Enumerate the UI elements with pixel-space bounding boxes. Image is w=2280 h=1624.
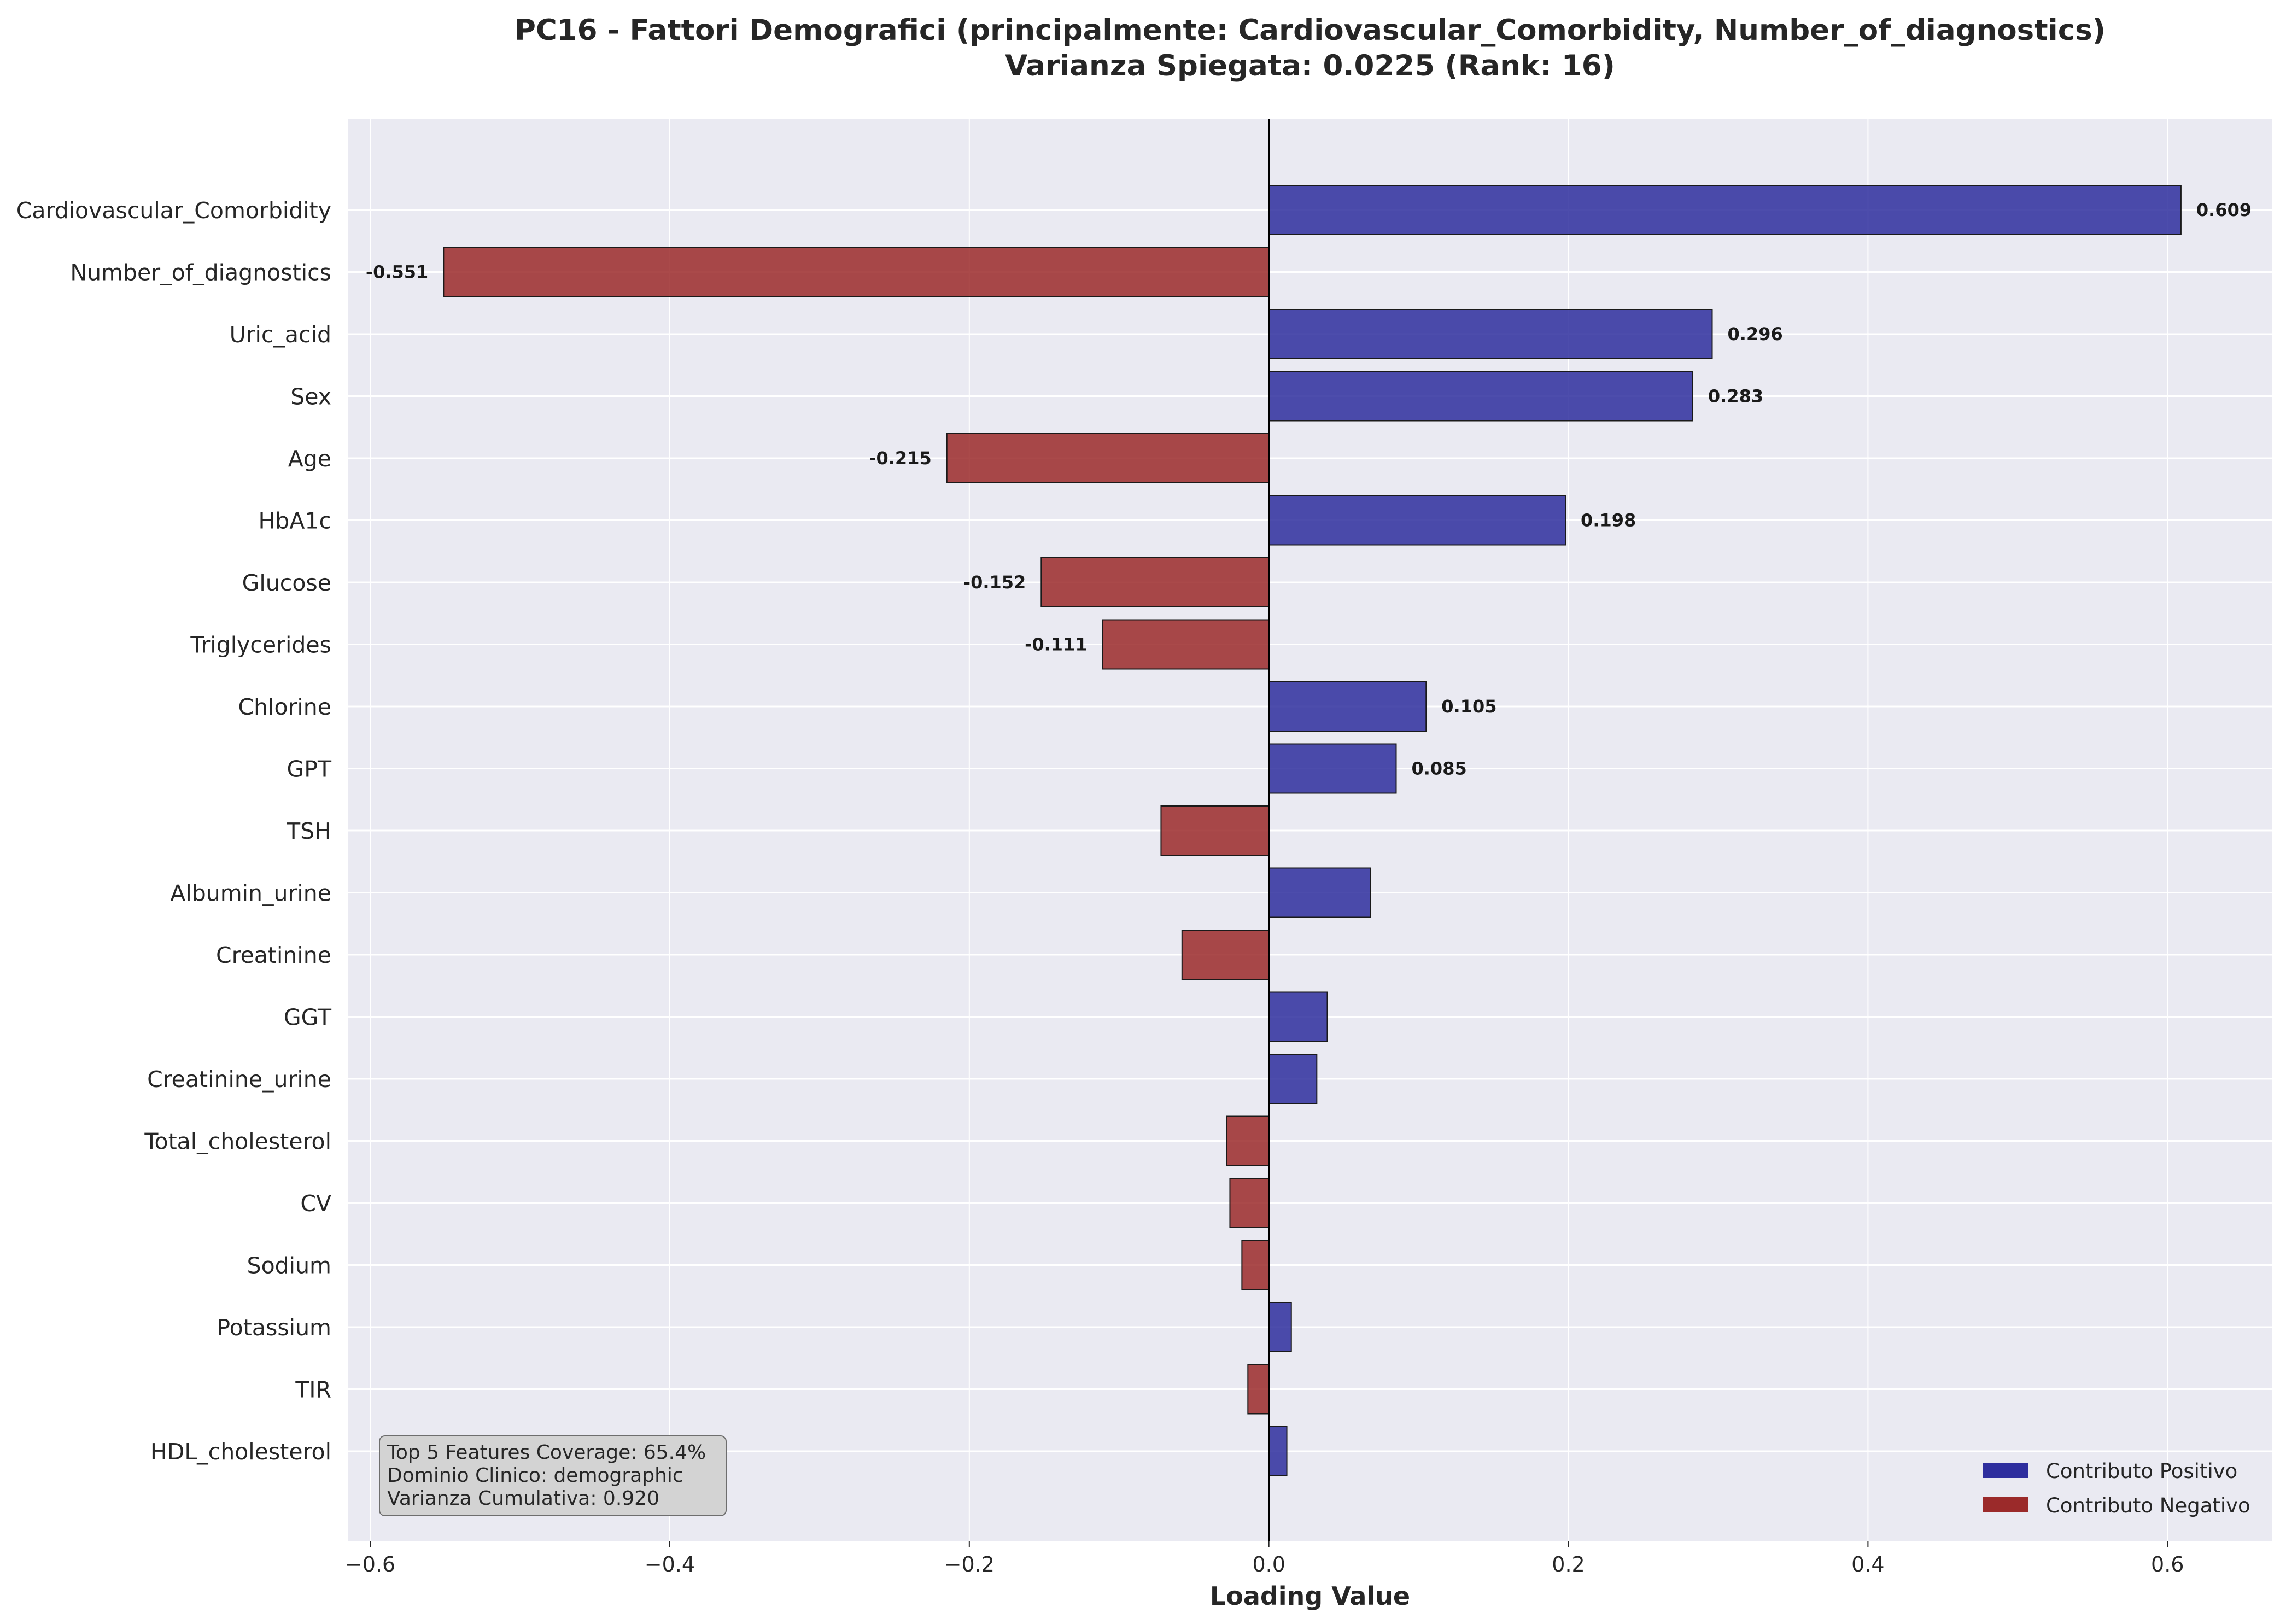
data-label-age: -0.215	[869, 448, 932, 469]
bar-ggt	[1268, 991, 1328, 1042]
y-tick-label-sex: Sex	[290, 384, 331, 410]
y-tick-label-hba1c: HbA1c	[258, 508, 331, 534]
chart-title-line2: Varianza Spiegata: 0.0225 (Rank: 16)	[1005, 49, 1615, 83]
legend-label-negative: Contributo Negativo	[2046, 1494, 2250, 1517]
data-label-cardiovascular-comorbidity: 0.609	[2196, 200, 2252, 220]
legend-swatch-negative	[1983, 1497, 2028, 1512]
bar-albumin-urine	[1268, 867, 1371, 918]
x-tick-label-2: −0.2	[944, 1552, 995, 1576]
y-tick-label-sodium: Sodium	[247, 1253, 331, 1279]
data-label-triglycerides: -0.111	[1025, 634, 1088, 655]
y-tick-label-age: Age	[288, 446, 331, 472]
x-tick-label-5: 0.4	[1851, 1552, 1884, 1576]
y-tick-label-albumin-urine: Albumin_urine	[170, 880, 331, 907]
data-label-gpt: 0.085	[1412, 758, 1467, 779]
info-coverage: Top 5 Features Coverage: 65.4%	[387, 1441, 706, 1464]
y-tick-label-hdl-cholesterol: HDL_cholesterol	[150, 1439, 331, 1465]
bar-creatinine-urine	[1268, 1054, 1318, 1104]
y-tick-label-glucose: Glucose	[242, 570, 331, 596]
bar-potassium	[1268, 1302, 1292, 1352]
legend: Contributo Positivo Contributo Negativo	[1983, 1459, 2250, 1517]
bar-hba1c	[1268, 495, 1566, 546]
bar-glucose	[1040, 557, 1270, 607]
info-domain: Dominio Clinico: demographic	[387, 1464, 683, 1487]
bars	[443, 185, 2182, 1476]
bar-uric-acid	[1268, 309, 1713, 359]
x-axis-label: Loading Value	[1210, 1581, 1410, 1611]
x-tick-labels: −0.6 −0.4 −0.2 0.0 0.2 0.4 0.6	[345, 1541, 2184, 1576]
y-tick-label-triglycerides: Triglycerides	[190, 632, 331, 658]
info-box-frame	[379, 1435, 727, 1516]
bar-sodium	[1241, 1240, 1270, 1290]
legend-label-positive: Contributo Positivo	[2046, 1459, 2237, 1483]
bar-triglycerides	[1102, 619, 1270, 670]
bar-total-cholesterol	[1226, 1115, 1270, 1166]
data-label-uric-acid: 0.296	[1728, 324, 1783, 344]
legend-swatch-positive	[1983, 1463, 2028, 1478]
bar-number-of-diagnostics	[443, 247, 1270, 297]
y-tick-label-cv: CV	[300, 1190, 331, 1217]
data-label-sex: 0.283	[1708, 386, 1763, 407]
y-tick-label-chlorine: Chlorine	[238, 694, 331, 720]
x-tick-label-6: 0.6	[2151, 1552, 2184, 1576]
x-tick-label-0: −0.6	[345, 1552, 395, 1576]
x-tick-label-4: 0.2	[1552, 1552, 1585, 1576]
bar-gpt	[1268, 743, 1397, 794]
y-tick-label-potassium: Potassium	[217, 1315, 331, 1341]
data-label-glucose: -0.152	[963, 572, 1026, 593]
info-cumulative-variance: Varianza Cumulativa: 0.920	[387, 1487, 659, 1510]
y-tick-label-creatinine-urine: Creatinine_urine	[147, 1066, 331, 1093]
y-tick-label-tsh: TSH	[286, 818, 331, 844]
data-labels: 0.609 -0.551 0.296 0.283 -0.215 0.198 -0.152 -0…	[366, 200, 2252, 779]
bar-creatinine	[1181, 930, 1270, 980]
x-tick-label-1: −0.4	[645, 1552, 695, 1576]
chart-title-line1: PC16 - Fattori Demografici (principalmen…	[515, 14, 2106, 47]
bar-chlorine	[1268, 681, 1427, 732]
y-tick-label-uric-acid: Uric_acid	[230, 322, 331, 348]
y-tick-label-gpt: GPT	[287, 756, 331, 782]
bar-tsh	[1160, 805, 1270, 856]
data-label-hba1c: 0.198	[1581, 510, 1636, 531]
y-tick-label-cardiovascular-comorbidity: Cardiovascular_Comorbidity	[16, 197, 331, 224]
y-tick-label-number-of-diagnostics: Number_of_diagnostics	[70, 260, 331, 286]
y-tick-label-ggt: GGT	[284, 1004, 332, 1031]
bar-hdl-cholesterol	[1268, 1426, 1288, 1476]
bar-sex	[1268, 371, 1693, 422]
bar-tir	[1247, 1364, 1270, 1415]
bar-cardiovascular-comorbidity	[1268, 185, 2182, 235]
y-tick-labels: Cardiovascular_Comorbidity Number_of_diag…	[16, 197, 332, 1465]
data-label-chlorine: 0.105	[1441, 696, 1496, 717]
y-tick-label-tir: TIR	[295, 1377, 331, 1403]
data-label-number-of-diagnostics: -0.551	[366, 262, 429, 283]
bar-age	[946, 433, 1270, 483]
x-tick-label-3: 0.0	[1252, 1552, 1285, 1576]
y-tick-label-creatinine: Creatinine	[216, 942, 331, 968]
info-box: Top 5 Features Coverage: 65.4% Dominio C…	[379, 1435, 727, 1516]
y-tick-label-total-cholesterol: Total_cholesterol	[144, 1129, 331, 1155]
bar-cv	[1229, 1178, 1270, 1228]
